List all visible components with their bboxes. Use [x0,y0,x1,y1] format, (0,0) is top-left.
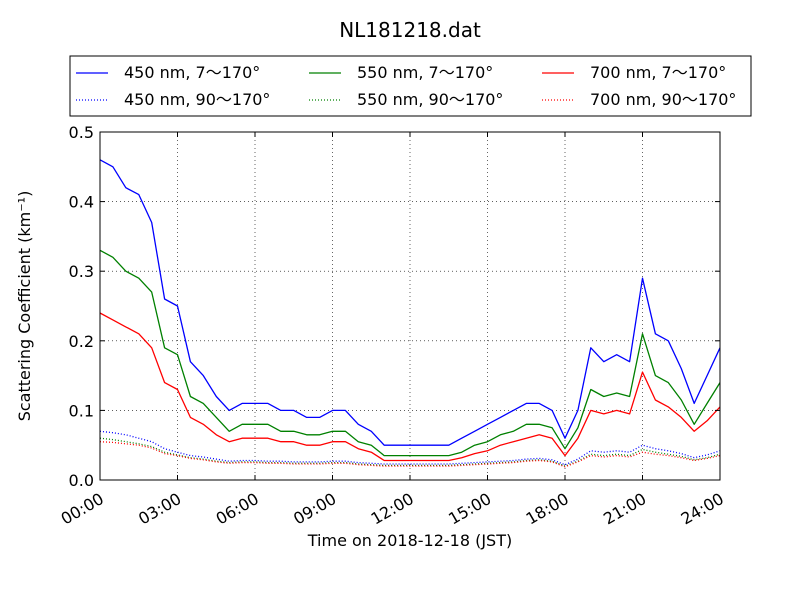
series-line [99,441,721,468]
y-tick-label: 0.5 [69,123,94,142]
legend-label: 450 nm, 7～170° [124,63,260,82]
x-tick-label: 21:00 [600,489,649,529]
legend-label: 700 nm, 90～170° [590,90,736,109]
y-tick-label: 0.1 [69,401,94,420]
legend-box [69,55,752,117]
legend-label: 550 nm, 7～170° [357,63,493,82]
x-tick-label: 00:00 [58,489,107,529]
series-line [99,312,721,462]
y-tick-label: 0.0 [69,471,94,490]
grid [99,131,721,481]
x-tick-label: 18:00 [523,489,572,529]
y-tick-label: 0.4 [69,193,94,212]
x-tick-label: 06:00 [213,489,262,529]
series-layer [99,159,721,468]
y-tick-label: 0.2 [69,332,94,351]
x-tick-label: 15:00 [445,489,494,529]
x-tick-label: 03:00 [135,489,184,529]
series-line [99,159,721,446]
y-axis-label: Scattering Coefficient (km⁻¹) [15,191,34,422]
legend-label: 450 nm, 90～170° [124,90,270,109]
x-tick-label: 24:00 [678,489,727,529]
legend-label: 550 nm, 90～170° [357,90,503,109]
axis-ticks: 00:00 03:00 06:00 09:00 12:00 15:00 18:00 21:00… [58,123,727,529]
y-tick-label: 0.3 [69,262,94,281]
x-axis-label: Time on 2018-12-18 (JST) [307,531,512,550]
legend-label: 700 nm, 7～170° [590,63,726,82]
chart-title: NL181218.dat [339,18,481,42]
x-tick-label: 09:00 [290,489,339,529]
series-line [99,437,721,467]
x-tick-label: 12:00 [368,489,417,529]
series-line [99,249,721,457]
legend: 450 nm, 7～170° 450 nm, 90～170° 550 nm, 7～1… [69,55,752,117]
